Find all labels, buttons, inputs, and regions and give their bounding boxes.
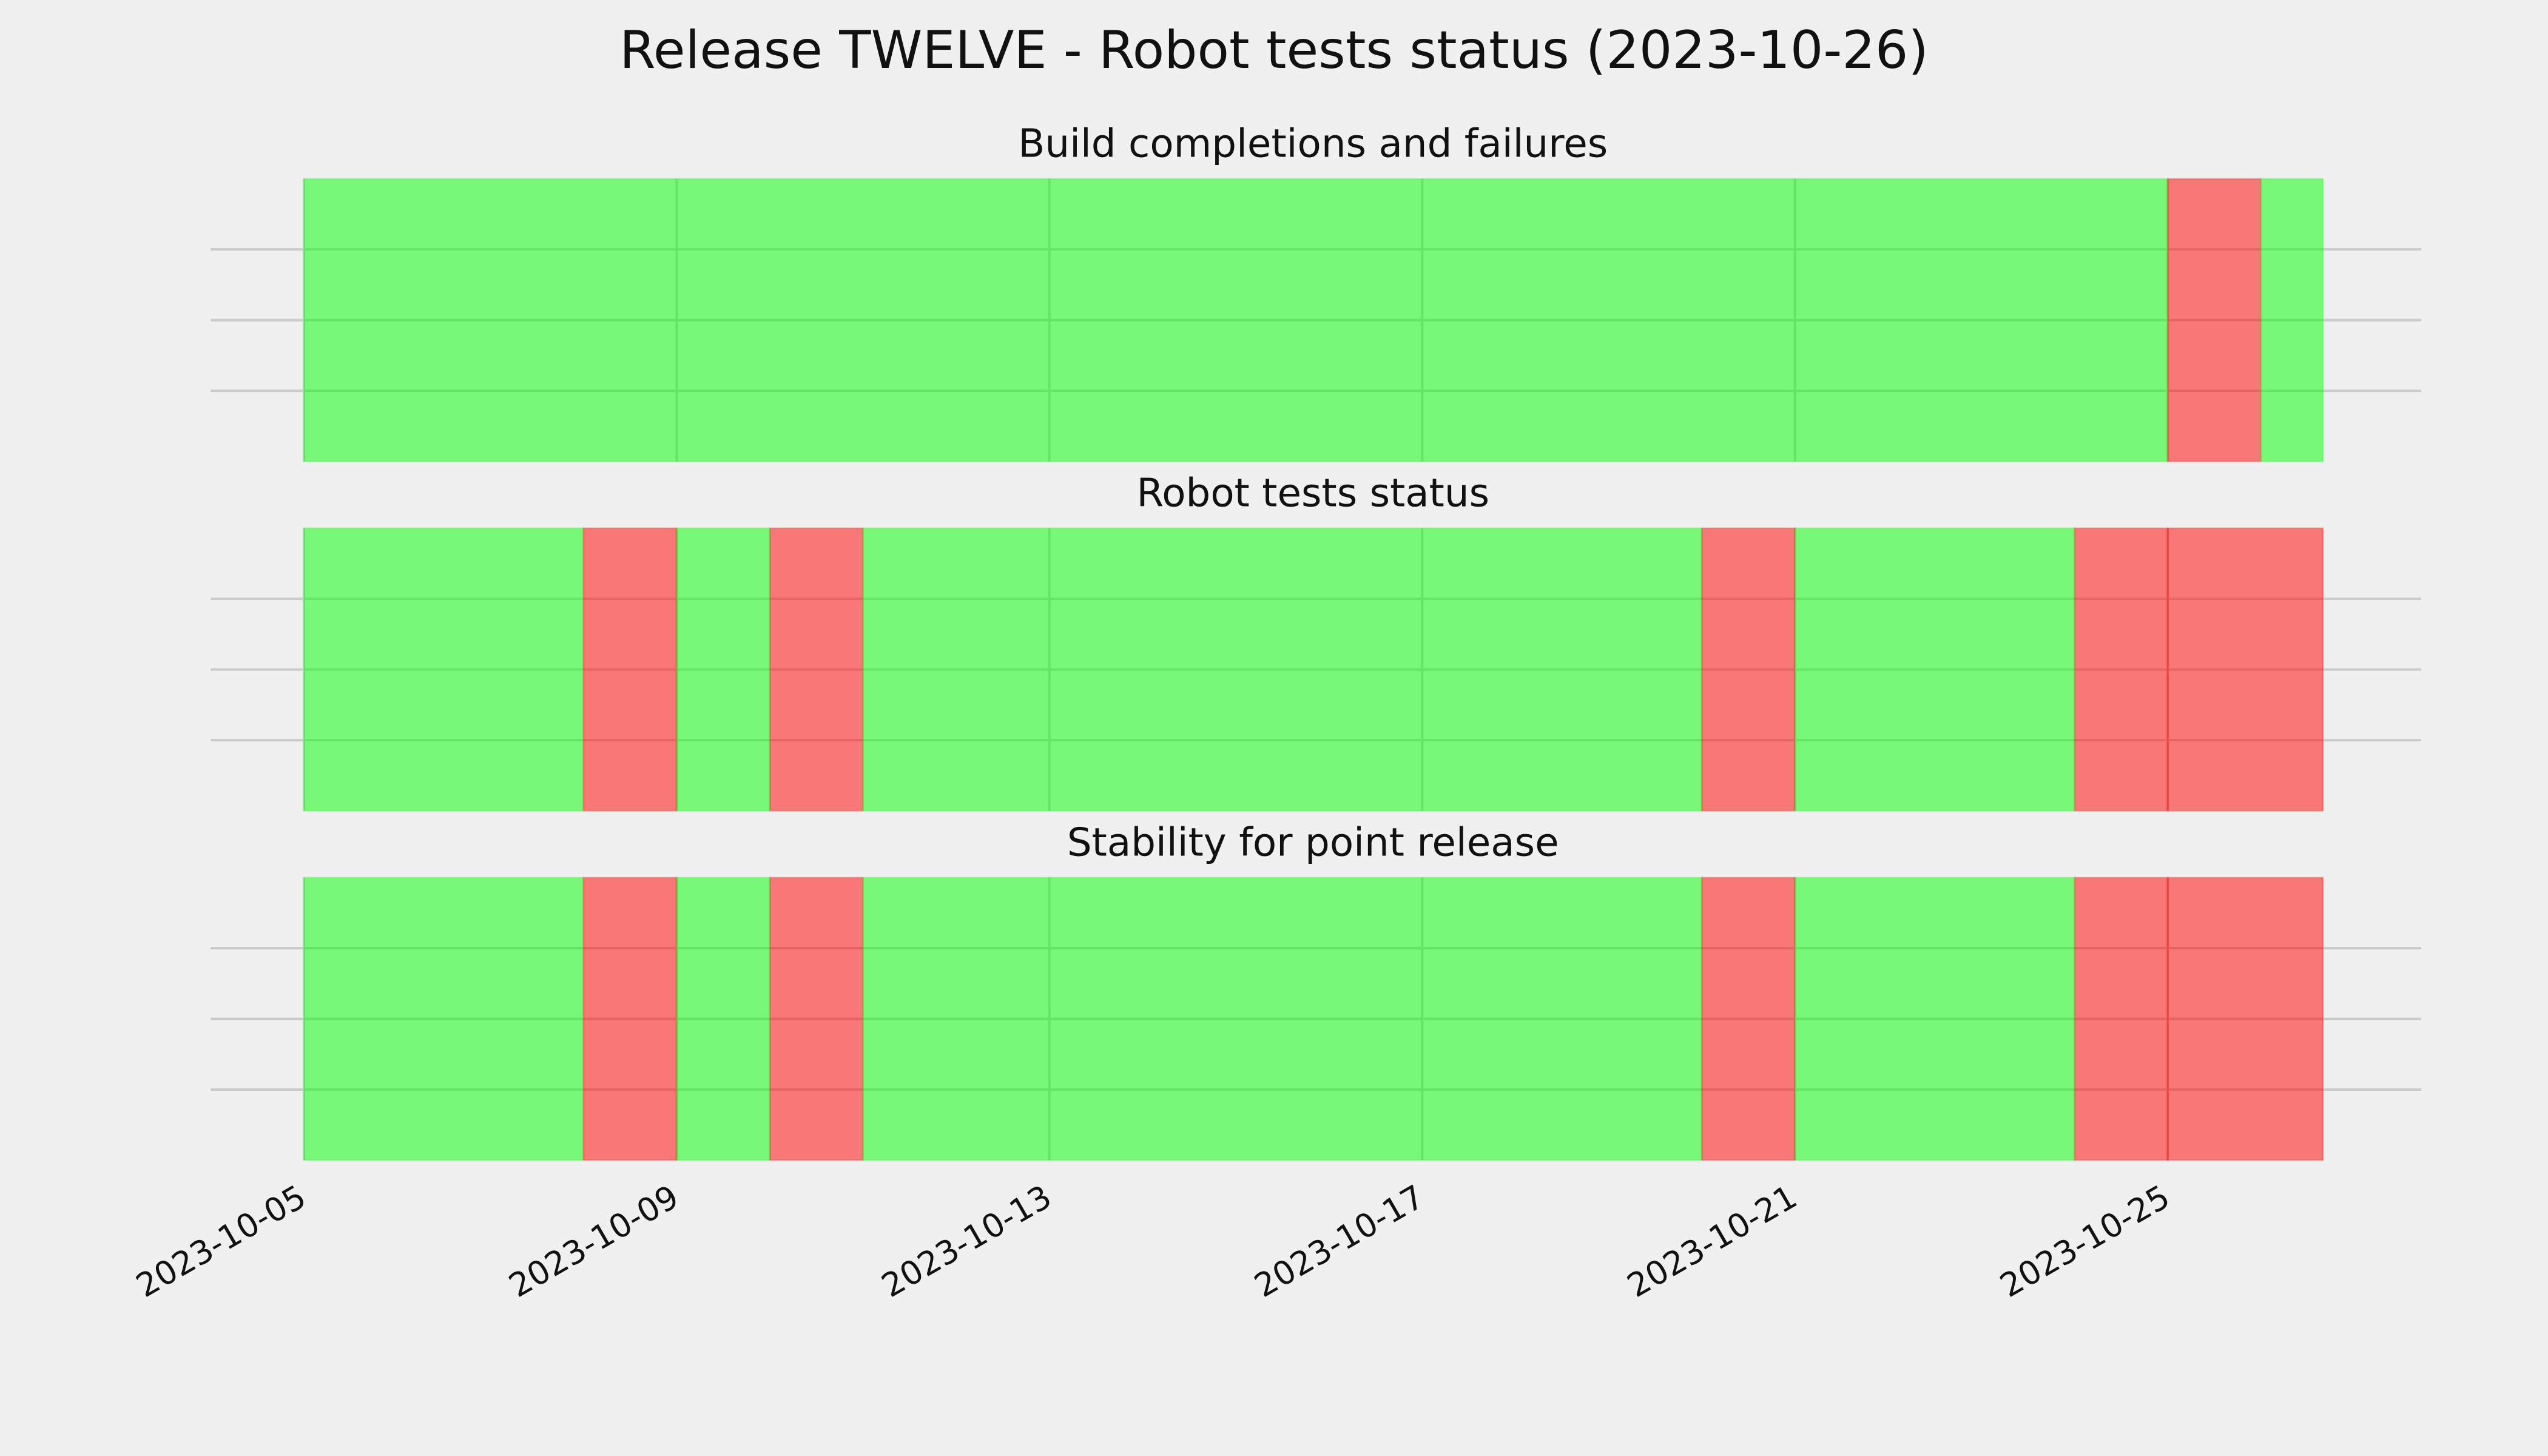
chart-title: Release TWELVE - Robot tests status (202…: [619, 20, 1929, 81]
panel-title: Build completions and failures: [1018, 121, 1608, 167]
status-span: [769, 527, 864, 812]
status-span: [2260, 178, 2324, 463]
status-span: [862, 877, 1703, 1161]
status-span: [2166, 877, 2324, 1161]
status-span: [303, 877, 585, 1161]
status-span: [1700, 877, 1796, 1161]
status-span: [1794, 877, 2075, 1161]
status-span: [582, 527, 678, 812]
status-span: [769, 877, 864, 1161]
panel-title: Robot tests status: [1136, 471, 1489, 516]
status-span: [1700, 527, 1796, 812]
status-span: [303, 527, 585, 812]
status-span: [676, 877, 771, 1161]
status-span: [2074, 527, 2169, 812]
status-span: [303, 178, 2169, 463]
status-span: [862, 527, 1703, 812]
status-span: [2074, 877, 2169, 1161]
status-span: [582, 877, 678, 1161]
status-span: [676, 527, 771, 812]
panel-title: Stability for point release: [1067, 820, 1559, 865]
status-span: [2166, 178, 2262, 463]
status-span: [1794, 527, 2075, 812]
status-span: [2166, 527, 2324, 812]
